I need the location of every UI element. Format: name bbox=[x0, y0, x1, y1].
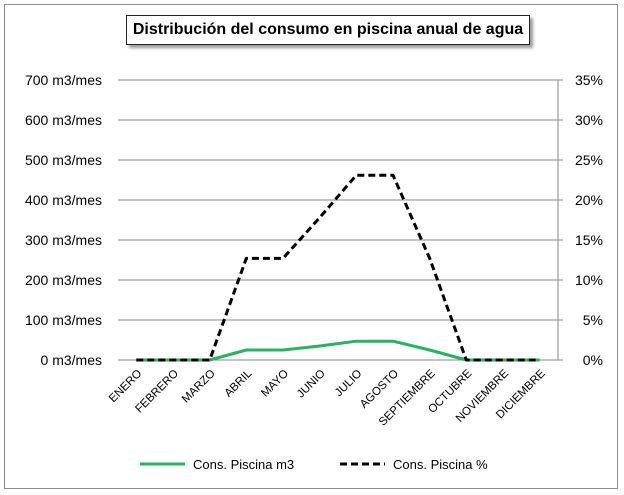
y-right-tick-label: 5% bbox=[583, 312, 603, 328]
legend-label: Cons. Piscina m3 bbox=[193, 457, 294, 472]
y-right-tick-label: 25% bbox=[575, 152, 603, 168]
y-left-tick-label: 0 m3/mes bbox=[41, 352, 102, 368]
x-tick-label: ABRIL bbox=[222, 367, 254, 399]
y-right-tick-label: 10% bbox=[575, 272, 603, 288]
y-right-tick-label: 0% bbox=[583, 352, 603, 368]
legend-label: Cons. Piscina % bbox=[393, 457, 488, 472]
y-left-tick-label: 600 m3/mes bbox=[25, 112, 102, 128]
series-line bbox=[136, 173, 540, 362]
x-tick-label: JUNIO bbox=[295, 368, 328, 401]
y-right-tick-label: 35% bbox=[575, 72, 603, 88]
x-tick-label: MAYO bbox=[259, 368, 291, 400]
y-right-tick-label: 15% bbox=[575, 232, 603, 248]
chart-title: Distribución del consumo en piscina anua… bbox=[126, 15, 530, 45]
series-line bbox=[136, 339, 540, 362]
chart-frame bbox=[4, 4, 618, 489]
x-tick-label: ENERO bbox=[107, 368, 144, 405]
y-right-tick-label: 20% bbox=[575, 192, 603, 208]
y-left-tick-label: 100 m3/mes bbox=[25, 312, 102, 328]
y-left-tick-label: 500 m3/mes bbox=[25, 152, 102, 168]
y-left-tick-label: 700 m3/mes bbox=[25, 72, 102, 88]
y-left-tick-label: 200 m3/mes bbox=[25, 272, 102, 288]
x-tick-label: MARZO bbox=[180, 368, 218, 406]
y-left-tick-label: 400 m3/mes bbox=[25, 192, 102, 208]
y-left-tick-label: 300 m3/mes bbox=[25, 232, 102, 248]
y-right-tick-label: 30% bbox=[575, 112, 603, 128]
x-tick-label: JULIO bbox=[333, 368, 365, 400]
